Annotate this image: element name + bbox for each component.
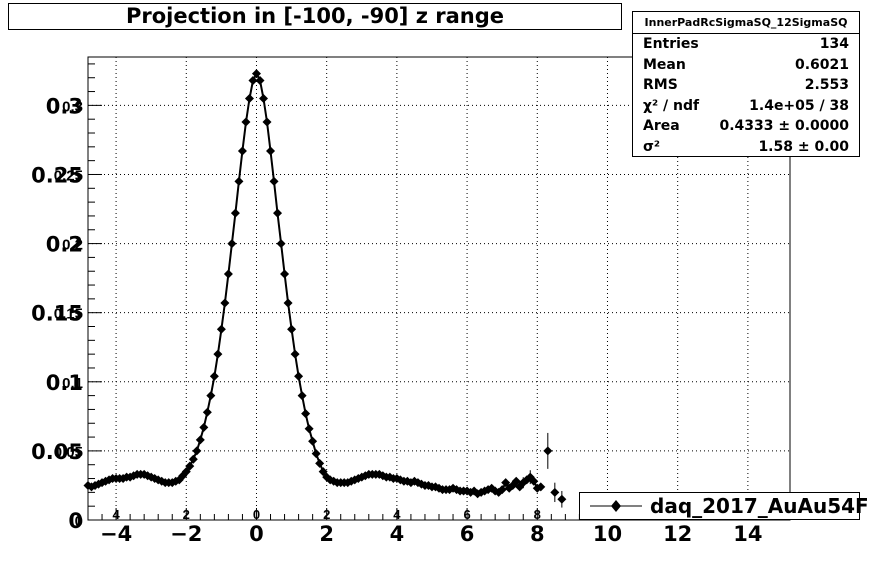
data-point [276,239,286,249]
data-point [259,93,268,103]
x-tick-label: 0 [249,522,264,546]
x-tick-label-overlaid: 6 [463,507,470,522]
data-point [497,485,507,495]
y-axis-ticks: 000.050.050.10.10.150.150.20.20.250.250.… [31,63,102,533]
data-point [290,349,300,359]
data-point [220,298,230,308]
data-point [297,391,307,401]
y-tick-label: 0.1 [46,371,83,395]
y-tick-label: 0.25 [31,163,83,187]
x-tick-label-overlaid: 0 [253,507,260,522]
x-tick-label-overlaid: 2 [323,507,330,522]
y-tick-label-overlaid: 0 [75,513,83,530]
y-tick-label-overlaid: 0.15 [54,306,83,323]
y-tick-label: 0.05 [31,440,83,464]
x-tick-label-overlaid: 2 [183,507,190,522]
data-point [287,324,297,334]
stats-row-mean: Mean 0.6021 [643,56,849,73]
x-tick-label: 10 [593,522,622,546]
legend-marker-icon [590,500,642,512]
data-point [248,75,258,85]
series-line [87,71,542,495]
y-tick-label-overlaid: 0.05 [54,444,83,461]
data-point [304,424,314,434]
y-tick-label-overlaid: 0.2 [62,237,83,254]
x-tick-label-overlaid: 4 [112,507,120,522]
data-series [83,69,567,508]
y-tick-label: 0.3 [46,94,83,118]
y-tick-label: 0.2 [46,233,83,257]
data-point [269,176,279,186]
data-point [294,371,304,381]
data-point [227,239,237,249]
y-tick-label: 0 [68,509,83,533]
data-point [251,69,261,79]
data-point [223,269,233,279]
data-point [216,324,226,334]
data-point [511,476,521,486]
stats-row-sigma2: σ² 1.58 ± 0.00 [643,138,849,155]
x-tick-label: 14 [733,522,762,546]
data-point [550,487,560,497]
data-point [262,117,272,127]
y-tick-label-overlaid: 0.1 [62,375,83,392]
x-tick-label: 8 [530,522,545,546]
data-point [308,436,318,446]
data-point [301,409,311,419]
x-tick-label: 4 [390,522,405,546]
data-point [237,146,247,156]
data-point [273,208,283,218]
data-point [213,349,223,359]
data-point [283,298,293,308]
x-tick-label: 12 [663,522,692,546]
data-point [185,461,195,471]
y-tick-label-overlaid: 0.3 [62,98,83,115]
legend-label: daq_2017_AuAu54F [650,494,869,518]
chart-title-text: Projection in [-100, -90] z range [125,4,505,28]
x-tick-label: 2 [319,522,334,546]
stats-row-entries: Entries 134 [643,36,849,52]
stats-row-chi2: χ² / ndf 1.4e+05 / 38 [643,97,849,114]
x-tick-label: −2 [170,522,202,546]
data-point [195,435,205,445]
data-point [311,449,321,459]
data-point [266,146,276,156]
x-tick-label: −4 [100,522,132,546]
data-point [188,454,198,464]
data-point [536,482,546,492]
data-point [318,467,328,477]
x-tick-label-overlaid: 8 [534,507,541,522]
data-point [557,494,567,504]
stats-box: InnerPadRcSigmaSQ_12SigmaSQ Entries 134 M… [632,11,860,157]
y-tick-label: 0.15 [31,302,83,326]
legend: daq_2017_AuAu54F [579,492,869,520]
data-point [206,391,216,401]
stats-row-rms: RMS 2.553 [643,77,849,93]
data-point [529,476,539,486]
data-point [199,422,209,432]
data-point [209,371,219,381]
data-point [543,446,553,456]
data-point [181,467,191,477]
data-point [192,446,202,456]
stats-row-area: Area 0.4333 ± 0.0000 [643,118,849,134]
y-tick-label-overlaid: 0.25 [54,167,83,184]
data-point [315,458,325,468]
x-tick-label: 6 [460,522,475,546]
stats-title: InnerPadRcSigmaSQ_12SigmaSQ [633,12,859,34]
data-point [255,75,265,85]
data-point [234,176,244,186]
x-tick-label-overlaid: 4 [393,507,401,522]
data-point [241,117,251,127]
data-point [244,93,254,103]
data-point [230,208,240,218]
data-point [501,478,511,488]
data-point [202,407,212,417]
chart-title: Projection in [-100, -90] z range [8,3,622,30]
data-point [280,269,290,279]
